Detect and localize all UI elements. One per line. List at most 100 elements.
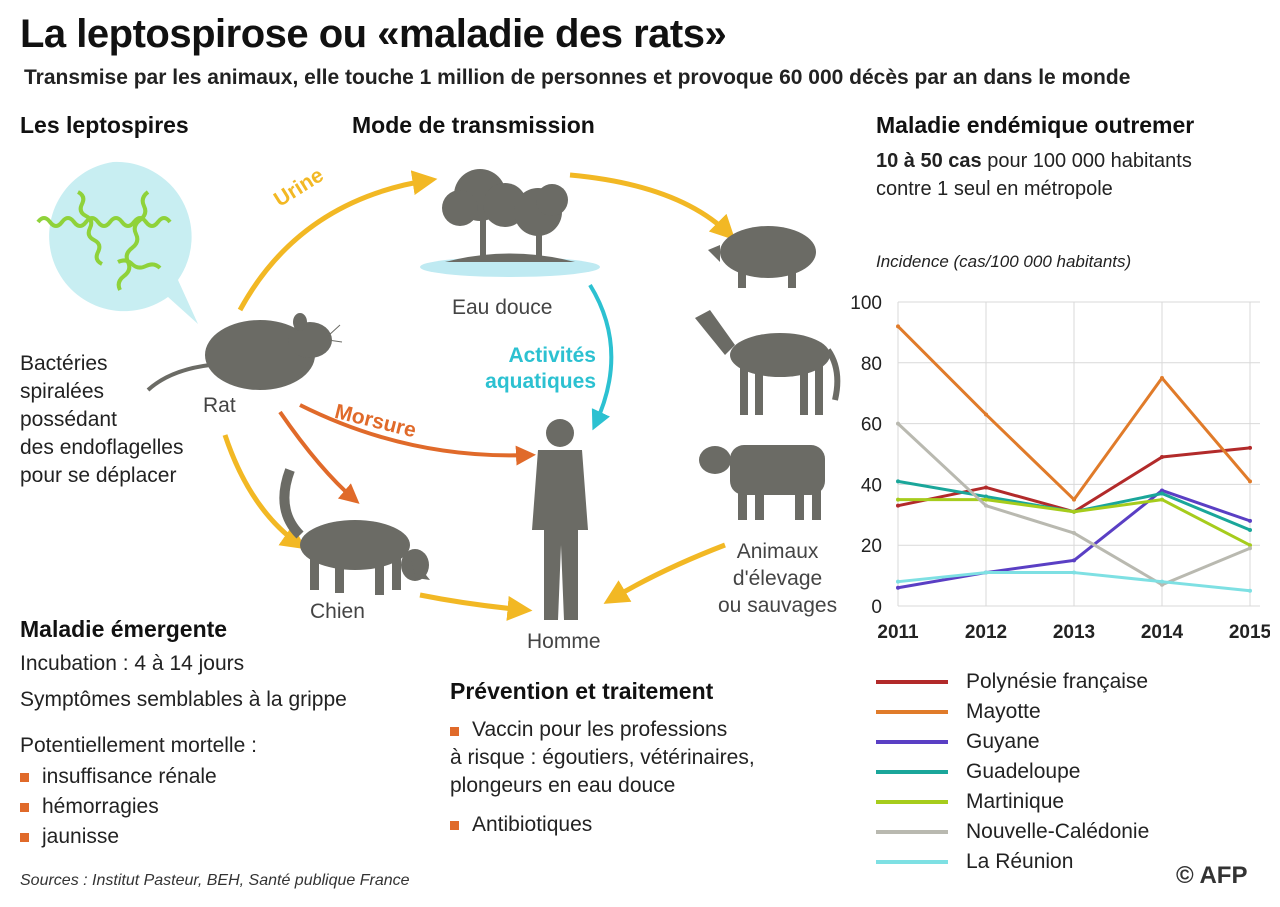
data-point [984, 485, 988, 490]
legend-swatch [876, 800, 948, 804]
list-item: hémorragies [20, 792, 217, 822]
water-to-animals-arrow [569, 172, 736, 241]
incubation-text: Incubation : 4 à 14 jours [20, 652, 245, 675]
data-point [1248, 546, 1252, 551]
animals-label: Animaux d'élevage ou sauvages [718, 538, 837, 619]
list-item-line: plongeurs en eau douce [450, 774, 676, 797]
data-point [896, 585, 900, 590]
legend-label: Guadeloupe [966, 760, 1081, 783]
data-point [984, 497, 988, 502]
data-point [896, 421, 900, 426]
data-point [1160, 497, 1164, 502]
rat-to-dog-arrow [222, 434, 307, 550]
y-tick-label: 40 [861, 475, 882, 496]
x-tick-label: 2014 [1141, 622, 1184, 643]
leptospires-description-line: pour se déplacer [20, 464, 177, 487]
page-subtitle: Transmise par les animaux, elle touche 1… [24, 66, 1131, 89]
complications-list: insuffisance rénale hémorragies jaunisse [20, 762, 217, 852]
data-point [1248, 479, 1252, 484]
aquatic-activities-line: aquatiques [485, 370, 596, 393]
bullet-square-icon [20, 773, 29, 782]
legend-swatch [876, 680, 948, 684]
dog-label: Chien [310, 600, 365, 623]
legend-label: Mayotte [966, 700, 1041, 723]
emerging-heading: Maladie émergente [20, 616, 228, 642]
morsure-arrow [299, 403, 536, 466]
legend-label: Polynésie française [966, 670, 1149, 693]
leptospires-description-line: spiralées [20, 380, 105, 403]
legend-item: La Réunion [876, 848, 1073, 876]
list-item: Antibiotiques [450, 810, 755, 840]
y-tick-label: 60 [861, 415, 882, 436]
data-point [1072, 558, 1076, 563]
transmission-diagram [146, 169, 841, 621]
x-tick-label: 2012 [965, 622, 1007, 643]
data-point [896, 324, 900, 329]
rat-label: Rat [203, 394, 236, 417]
y-tick-label: 20 [861, 536, 882, 557]
aquatic-activities-arrow [588, 283, 614, 431]
data-point [1160, 582, 1164, 587]
endemic-stat-line: 10 à 50 cas pour 100 000 habitants [876, 150, 1192, 173]
list-item: Vaccin pour les professions à risque : é… [450, 716, 755, 800]
list-item-label: Antibiotiques [472, 813, 593, 836]
data-point [1248, 518, 1252, 523]
data-point [1072, 497, 1076, 502]
x-tick-label: 2013 [1053, 622, 1095, 643]
bullet-square-icon [20, 803, 29, 812]
leptospires-description-line: des endoflagelles [20, 436, 184, 459]
legend-swatch [876, 710, 948, 714]
data-point [1072, 570, 1076, 575]
legend-item: Nouvelle-Calédonie [876, 818, 1149, 846]
data-point [896, 503, 900, 508]
data-point [896, 579, 900, 584]
aquatic-activities-line: Activités [508, 344, 596, 367]
human-label: Homme [527, 630, 601, 653]
list-item-line: à risque : égoutiers, vétérinaires, [450, 746, 755, 769]
animals-label-line: Animaux [736, 540, 819, 563]
prevention-list: Vaccin pour les professions à risque : é… [450, 716, 755, 840]
bullet-square-icon [450, 821, 459, 830]
data-point [1160, 488, 1164, 493]
y-tick-label: 100 [850, 293, 882, 314]
page-title: La leptospirose ou «maladie des rats» [20, 12, 727, 56]
y-tick-label: 80 [861, 354, 882, 375]
legend-swatch [876, 740, 948, 744]
endemic-stat-bold: 10 à 50 cas [876, 150, 982, 172]
list-item: jaunisse [20, 822, 217, 852]
list-item-label: jaunisse [42, 825, 120, 848]
data-point [896, 497, 900, 502]
legend-swatch [876, 830, 948, 834]
leptospires-description: Bactéries spiralées possédant des endofl… [20, 350, 183, 490]
legend-label: La Réunion [966, 850, 1074, 873]
bullet-square-icon [450, 727, 459, 736]
data-point [984, 503, 988, 508]
horse-illustration [695, 310, 841, 415]
leptospires-heading: Les leptospires [20, 112, 189, 138]
endemic-comparison-line: contre 1 seul en métropole [876, 178, 1113, 200]
leptospires-description-line: Bactéries [20, 352, 108, 375]
data-point [1248, 445, 1252, 450]
x-tick-label: 2015 [1229, 622, 1270, 643]
legend-label: Guyane [966, 730, 1040, 753]
data-point [1072, 531, 1076, 536]
legend-item: Polynésie française [876, 668, 1148, 696]
pig-illustration [708, 226, 816, 288]
legend-item: Guyane [876, 728, 1040, 756]
sources-note: Sources : Institut Pasteur, BEH, Santé p… [20, 872, 410, 889]
human-illustration [532, 419, 588, 620]
transmission-heading: Mode de transmission [352, 112, 595, 138]
endemic-stat-rest: pour 100 000 habitants [981, 150, 1192, 172]
data-point [984, 570, 988, 575]
fresh-water-label: Eau douce [452, 296, 553, 319]
endemic-heading: Maladie endémique outremer [876, 112, 1195, 138]
animals-to-human-arrow [603, 542, 726, 604]
legend-item: Mayotte [876, 698, 1041, 726]
list-item: insuffisance rénale [20, 762, 217, 792]
animals-label-line: ou sauvages [718, 594, 838, 617]
list-item-label: hémorragies [42, 795, 159, 818]
bullet-square-icon [20, 833, 29, 842]
dog-illustration [279, 468, 430, 595]
aquatic-activities-label: Activités aquatiques [470, 343, 596, 395]
urine-arrow [237, 170, 438, 312]
